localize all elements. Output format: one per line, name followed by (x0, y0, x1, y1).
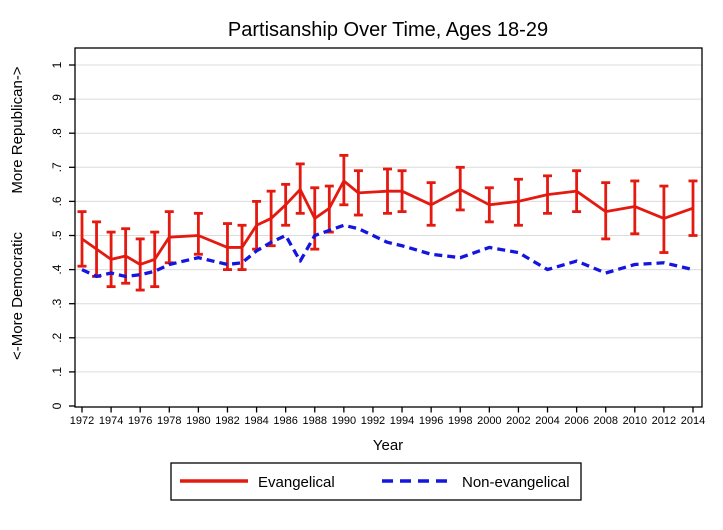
y-axis-title-top: More Republican-> (9, 66, 26, 193)
legend-evangelical-label: Evangelical (258, 474, 335, 491)
chart-title: Partisanship Over Time, Ages 18-29 (228, 19, 548, 41)
x-tick-label: 1984 (244, 415, 268, 427)
x-tick-label: 2010 (623, 415, 647, 427)
x-tick-label: 2002 (506, 415, 530, 427)
x-tick-label: 1996 (419, 415, 443, 427)
y-tick-label: .1 (50, 367, 64, 377)
axis-ticks (69, 64, 694, 413)
series-lines (81, 179, 694, 279)
x-tick-label: 1974 (99, 415, 123, 427)
x-tick-label: 2000 (477, 415, 501, 427)
x-tick-label: 1988 (303, 415, 327, 427)
legend-non-evangelical-label: Non-evangelical (462, 474, 570, 491)
x-tick-label: 1986 (273, 415, 297, 427)
x-tick-label: 2006 (564, 415, 588, 427)
x-tick-label: 1980 (186, 415, 210, 427)
y-tick-label: .9 (50, 94, 64, 104)
x-tick-label: 1978 (157, 415, 181, 427)
y-axis-title-bottom: <-More Democratic (9, 232, 26, 360)
x-tick-label: 2014 (681, 415, 705, 427)
evangelical-line (81, 179, 694, 266)
x-tick-label: 2012 (652, 415, 676, 427)
non-evangelical-line (81, 223, 694, 279)
x-tick-label: 2004 (535, 415, 559, 427)
y-tick-label: .2 (50, 332, 64, 342)
x-tick-label: 1990 (332, 415, 356, 427)
axis-tick-labels: 0 .1 .2 .3 .4 .5 .6 .7 .8 .9 1 1972 1974 1976 1978 1980… (50, 61, 705, 427)
y-tick-label: .6 (50, 196, 64, 206)
y-tick-label: .5 (50, 230, 64, 240)
y-tick-label: .3 (50, 298, 64, 308)
y-tick-label: 0 (50, 402, 64, 409)
x-tick-label: 2008 (593, 415, 617, 427)
x-tick-label: 1972 (70, 415, 94, 427)
y-tick-label: .4 (50, 264, 64, 274)
legend: Evangelical Non-evangelical (170, 462, 582, 501)
x-tick-label: 1992 (361, 415, 385, 427)
x-tick-label: 1976 (128, 415, 152, 427)
x-tick-label: 1994 (390, 415, 414, 427)
y-tick-label: 1 (50, 61, 64, 68)
x-tick-label: 1982 (215, 415, 239, 427)
y-tick-label: .7 (50, 162, 64, 172)
x-tick-label: 1998 (448, 415, 472, 427)
plot-border (74, 47, 703, 408)
x-axis-title: Year (373, 437, 403, 454)
y-tick-label: .8 (50, 128, 64, 138)
